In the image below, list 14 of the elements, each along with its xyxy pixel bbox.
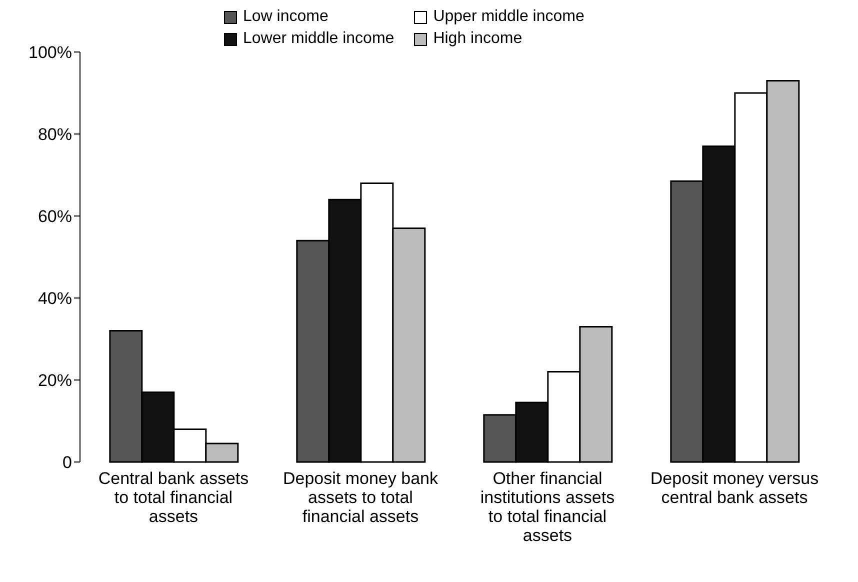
legend-label: High income [433, 30, 522, 48]
x-tick-label: Central bank assets to total financial assets [98, 469, 249, 526]
x-tick-label: Deposit money bank assets to total financial assets [283, 469, 438, 526]
y-tick-label: 40% [38, 289, 72, 308]
y-tick-label: 60% [38, 207, 72, 226]
legend-label: Lower middle income [243, 30, 394, 48]
x-tick-label: Deposit money versus central bank assets [650, 469, 819, 507]
y-tick-label: 20% [38, 371, 72, 390]
y-tick-label: 100% [28, 43, 72, 62]
y-tick-label: 80% [38, 125, 72, 144]
legend-label: Upper middle income [433, 8, 584, 26]
legend-label: Low income [243, 8, 328, 26]
y-tick-label: 0 [62, 453, 72, 472]
x-tick-label: Other financial institutions assets to total financial assets [480, 469, 615, 545]
